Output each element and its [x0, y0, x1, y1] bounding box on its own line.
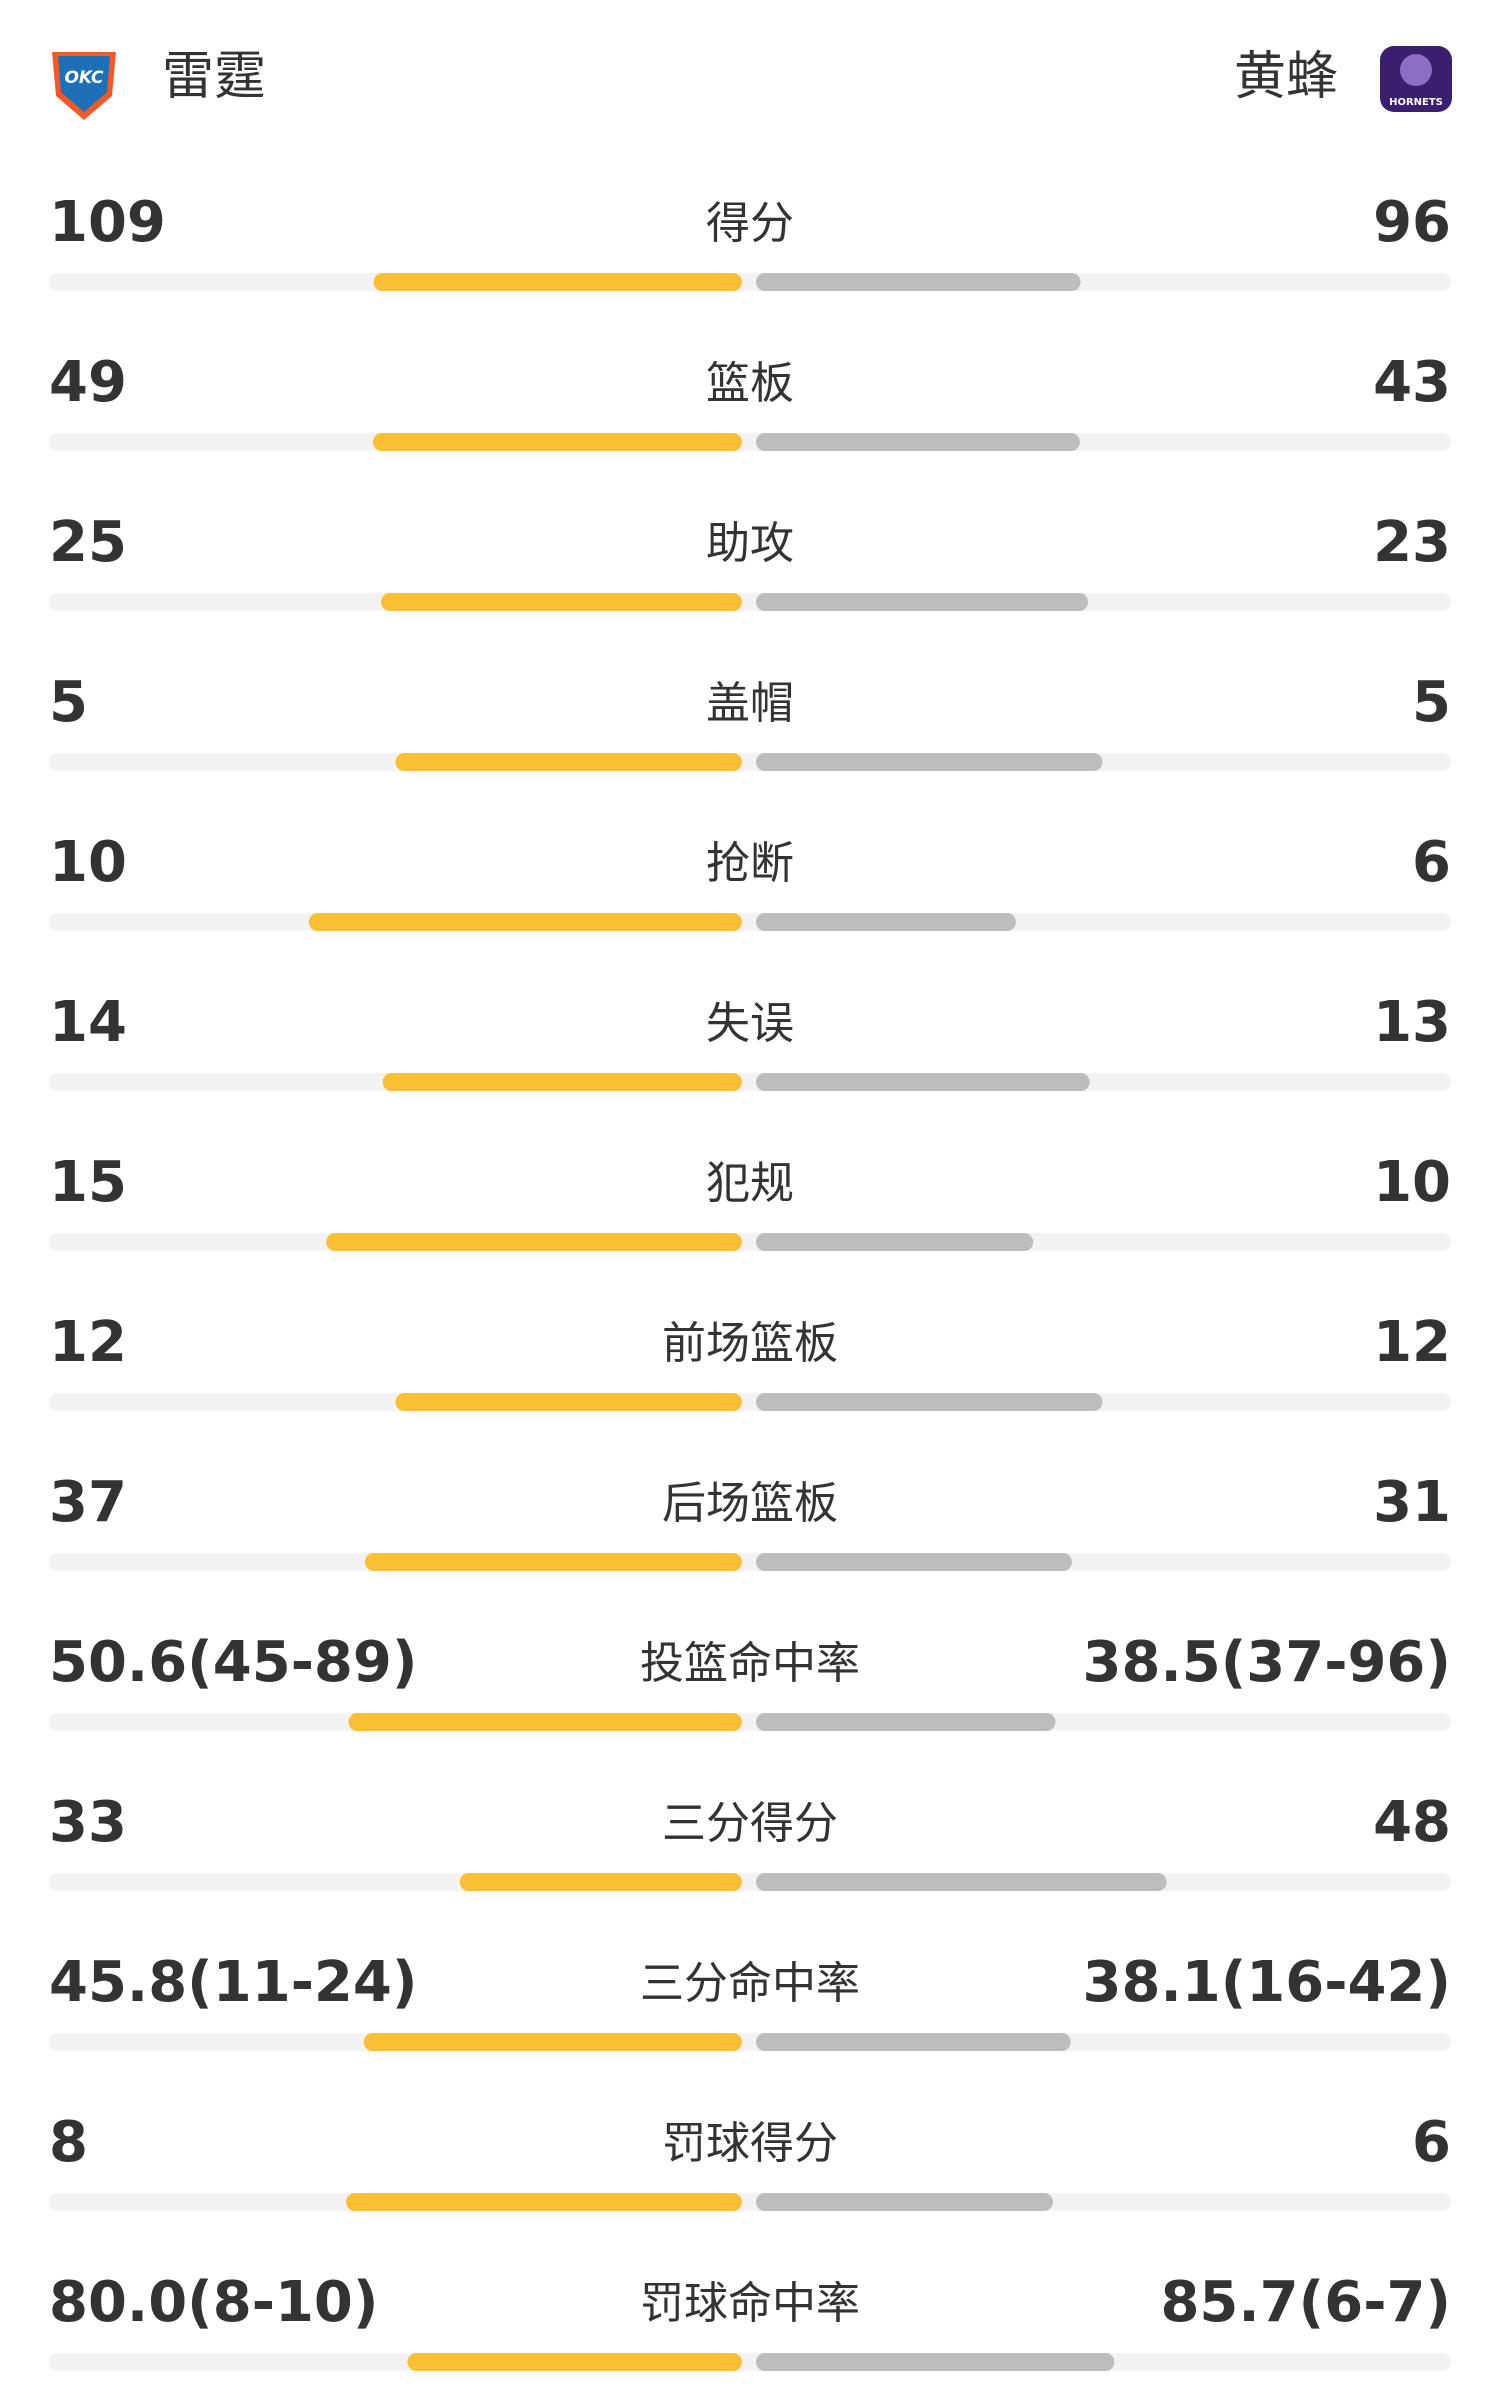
- away-value: 38.1(16-42): [1083, 1950, 1451, 2015]
- away-value: 23: [1373, 510, 1451, 575]
- home-value: 10: [49, 830, 127, 895]
- home-bar: [395, 753, 742, 771]
- home-bar: [348, 1713, 742, 1731]
- track: [49, 593, 1451, 611]
- track: [49, 913, 1451, 931]
- home-value: 15: [49, 1150, 127, 1215]
- away-value: 85.7(6-7): [1160, 2270, 1451, 2335]
- away-value: 48: [1373, 1790, 1451, 1855]
- home-value: 109: [49, 190, 166, 255]
- stat-label: 后场篮板: [662, 1478, 838, 1529]
- home-bar: [395, 1393, 742, 1411]
- away-bar: [756, 1073, 1090, 1091]
- track: [49, 1233, 1451, 1251]
- track: [49, 753, 1451, 771]
- away-bar: [756, 1393, 1103, 1411]
- track: [49, 2033, 1451, 2051]
- away-bar: [756, 273, 1081, 291]
- away-value: 5: [1412, 670, 1451, 735]
- track: [49, 433, 1451, 451]
- away-bar: [756, 2353, 1115, 2371]
- stat-label: 犯规: [706, 1158, 794, 1209]
- stat-label: 罚球得分: [662, 2118, 838, 2169]
- home-bar: [364, 1553, 742, 1571]
- stat-label: 前场篮板: [662, 1318, 838, 1369]
- away-bar: [756, 913, 1016, 931]
- away-bar: [756, 593, 1089, 611]
- stat-label: 抢断: [706, 838, 794, 889]
- away-team-name: 黄蜂: [1234, 47, 1338, 107]
- away-value: 43: [1373, 350, 1451, 415]
- home-value: 45.8(11-24): [49, 1950, 417, 2015]
- track: [49, 2353, 1451, 2371]
- home-bar: [372, 433, 742, 451]
- home-logo-inner: [58, 56, 110, 112]
- stat-label: 三分得分: [662, 1798, 838, 1849]
- home-value: 50.6(45-89): [49, 1630, 417, 1695]
- away-value: 96: [1373, 190, 1451, 255]
- stat-label: 投篮命中率: [640, 1638, 860, 1689]
- home-value: 5: [49, 670, 88, 735]
- away-bar: [756, 1873, 1167, 1891]
- home-value: 14: [49, 990, 127, 1055]
- away-bar: [756, 1233, 1034, 1251]
- home-logo-text: OKC: [64, 68, 104, 88]
- home-bar: [346, 2193, 742, 2211]
- away-value: 38.5(37-96): [1083, 1630, 1451, 1695]
- away-bar: [756, 1553, 1072, 1571]
- away-value: 31: [1373, 1470, 1451, 1535]
- track: [49, 1873, 1451, 1891]
- stat-label: 三分命中率: [640, 1958, 860, 2009]
- away-value: 6: [1412, 830, 1451, 895]
- home-bar: [381, 593, 742, 611]
- away-bar: [756, 1713, 1056, 1731]
- home-value: 80.0(8-10): [49, 2270, 379, 2335]
- stat-label: 罚球命中率: [640, 2278, 860, 2329]
- track: [49, 2193, 1451, 2211]
- track: [49, 1553, 1451, 1571]
- stat-label: 失误: [706, 998, 794, 1049]
- stat-label: 篮板: [706, 358, 794, 409]
- stat-label: 助攻: [706, 518, 794, 569]
- home-value: 12: [49, 1310, 127, 1375]
- home-team-name: 雷霆: [162, 47, 266, 107]
- away-bar: [756, 2193, 1053, 2211]
- home-value: 25: [49, 510, 127, 575]
- home-bar: [459, 1873, 742, 1891]
- home-logo: OKC: [52, 52, 116, 120]
- stat-label: 得分: [706, 198, 794, 249]
- track: [49, 1073, 1451, 1091]
- home-bar: [382, 1073, 742, 1091]
- away-bar: [756, 433, 1080, 451]
- home-bar: [308, 913, 742, 931]
- away-logo: HORNETS: [1380, 46, 1452, 112]
- home-value: 49: [49, 350, 127, 415]
- home-value: 8: [49, 2110, 88, 2175]
- home-bar: [407, 2353, 742, 2371]
- track: [49, 1393, 1451, 1411]
- track: [49, 273, 1451, 291]
- stat-label: 盖帽: [706, 678, 794, 729]
- away-logo-mark: [1400, 54, 1432, 86]
- home-bar: [363, 2033, 742, 2051]
- away-bar: [756, 753, 1103, 771]
- away-bar: [756, 2033, 1071, 2051]
- away-value: 12: [1373, 1310, 1451, 1375]
- home-bar: [326, 1233, 742, 1251]
- home-bar: [373, 273, 742, 291]
- away-logo-text: HORNETS: [1389, 97, 1443, 108]
- away-value: 10: [1373, 1150, 1451, 1215]
- away-value: 6: [1412, 2110, 1451, 2175]
- track: [49, 1713, 1451, 1731]
- home-value: 33: [49, 1790, 127, 1855]
- away-value: 13: [1373, 990, 1451, 1055]
- home-value: 37: [49, 1470, 127, 1535]
